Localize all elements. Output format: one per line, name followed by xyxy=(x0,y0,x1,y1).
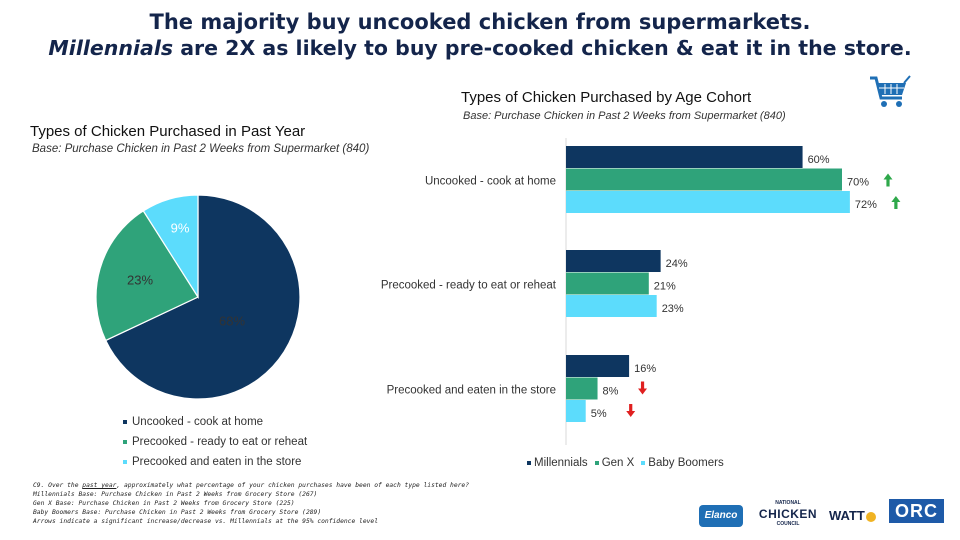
bar-value-label: 21% xyxy=(654,281,676,293)
slide-subtitle: Millennials are 2X as likely to buy pre-… xyxy=(0,36,960,60)
footnote-q-underlined: past year xyxy=(82,482,117,489)
pie-legend-label: Precooked - ready to eat or reheat xyxy=(132,436,308,448)
pie-legend-label: Uncooked - cook at home xyxy=(132,416,264,428)
watt-text: WATT xyxy=(829,508,865,523)
watt-globe-icon xyxy=(865,511,876,522)
legend-swatch xyxy=(123,440,127,444)
footnote-base-genx: Gen X Base: Purchase Chicken in Past 2 W… xyxy=(33,500,295,507)
ncc-main: CHICKEN xyxy=(758,507,818,521)
footnote-question: C9. Over the past year, approximately wh… xyxy=(33,481,469,490)
bar-legend-label: Millennials xyxy=(534,457,588,469)
footnote-q-prefix: C9. Over the xyxy=(33,482,83,489)
bar-legend-item: Gen X xyxy=(594,457,635,469)
pie-slice xyxy=(142,194,199,300)
bar xyxy=(566,250,661,272)
legend-swatch xyxy=(527,461,531,465)
bar xyxy=(566,377,598,400)
bar-value-label: 60% xyxy=(808,154,830,166)
legend-swatch xyxy=(594,461,599,465)
legend-swatch xyxy=(123,420,127,424)
footnote-q-suffix: , approximately what percentage of your … xyxy=(116,482,469,489)
ncc-top: NATIONAL xyxy=(775,500,801,506)
arrow-up-icon xyxy=(883,173,893,187)
arrow-down-icon xyxy=(626,404,636,417)
bar-legend-label: Gen X xyxy=(601,457,635,469)
bar-category-label: Uncooked - cook at home xyxy=(425,176,556,188)
footnote: C9. Over the past year, approximately wh… xyxy=(33,481,469,526)
bar xyxy=(566,272,649,295)
bar xyxy=(566,295,657,317)
arrow-down-icon xyxy=(638,381,648,395)
bar-category-label: Precooked and eaten in the store xyxy=(387,385,556,397)
bar-category-label: Precooked - ready to eat or reheat xyxy=(381,280,557,292)
pie-legend-item: Precooked - ready to eat or reheat xyxy=(123,432,307,452)
bar-legend-item: Baby Boomers xyxy=(641,457,724,469)
pie-legend-label: Precooked and eaten in the store xyxy=(132,456,302,468)
bar-legend-item: Millennials xyxy=(527,457,588,469)
subtitle-emphasis: Millennials xyxy=(48,36,174,60)
bar-legend: Millennials Gen X Baby Boomers xyxy=(527,457,724,469)
elanco-logo: Elanco xyxy=(699,505,743,527)
bar-legend-label: Baby Boomers xyxy=(648,457,724,469)
pie-slice xyxy=(104,194,301,400)
bar xyxy=(566,191,850,213)
pie-legend: Uncooked - cook at home Precooked - read… xyxy=(123,412,307,472)
pie-slice-label: 9% xyxy=(171,220,190,235)
bar-chart-title: Types of Chicken Purchased by Age Cohort xyxy=(461,89,752,106)
bar-value-label: 23% xyxy=(662,303,684,315)
pie-legend-item: Precooked and eaten in the store xyxy=(123,452,307,472)
footnote-base-boomers: Baby Boomers Base: Purchase Chicken in P… xyxy=(33,509,322,516)
footnote-arrows-note: Arrows indicate a significant increase/d… xyxy=(33,518,378,525)
bar-value-label: 24% xyxy=(666,258,688,270)
bar xyxy=(566,400,586,422)
bar xyxy=(566,146,803,168)
legend-swatch xyxy=(641,461,646,465)
bar-value-label: 70% xyxy=(847,177,869,189)
bar-chart: 60% 70% 72% Uncooked - cook at home 24% 21% 23… xyxy=(381,138,901,445)
footnote-base-millennials: Millennials Base: Purchase Chicken in Pa… xyxy=(33,491,318,498)
pie-legend-item: Uncooked - cook at home xyxy=(123,412,307,432)
pie-chart-base: Base: Purchase Chicken in Past 2 Weeks f… xyxy=(32,143,370,155)
bar-value-label: 72% xyxy=(855,199,877,211)
subtitle-rest: are 2X as likely to buy pre-cooked chick… xyxy=(173,36,912,60)
pie-chart-title: Types of Chicken Purchased in Past Year xyxy=(30,123,306,140)
arrow-up-icon xyxy=(891,196,901,209)
bar xyxy=(566,355,630,377)
bar-value-label: 16% xyxy=(634,363,656,375)
bar-chart-base: Base: Purchase Chicken in Past 2 Weeks f… xyxy=(463,110,786,122)
slide-title: The majority buy uncooked chicken from s… xyxy=(149,10,811,34)
legend-swatch xyxy=(123,460,127,464)
bar-value-label: 5% xyxy=(591,408,607,420)
bar xyxy=(566,168,842,191)
pie-slice-label: 68% xyxy=(219,313,245,328)
ncc-bottom: COUNCIL xyxy=(776,521,800,527)
orc-logo: ORC xyxy=(889,499,944,523)
pie-slice-label: 23% xyxy=(127,272,153,287)
pie-slice xyxy=(95,210,199,342)
national-chicken-council-logo: NATIONAL CHICKEN COUNCIL xyxy=(756,500,820,532)
bar-value-label: 8% xyxy=(603,386,619,398)
pie-chart: 68% 23% 9% xyxy=(95,194,301,400)
watt-logo: WATT xyxy=(829,508,876,523)
shopping-cart-icon xyxy=(870,75,911,107)
